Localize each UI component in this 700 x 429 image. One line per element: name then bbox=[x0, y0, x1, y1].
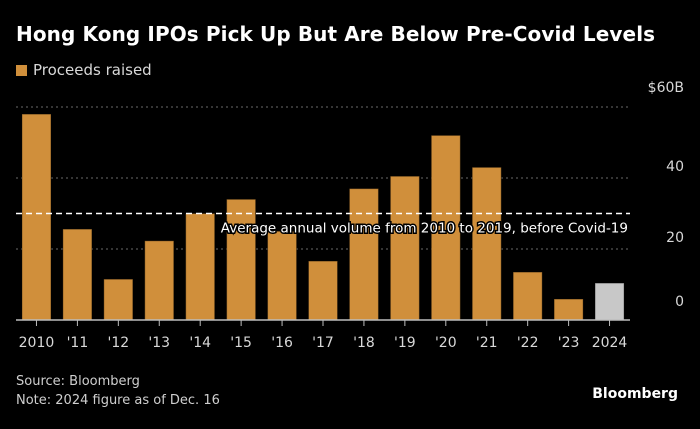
bar bbox=[21, 113, 52, 321]
average-annotation: Average annual volume from 2010 to 2019,… bbox=[221, 221, 628, 237]
bar bbox=[512, 271, 543, 321]
x-tick-label: '13 bbox=[148, 335, 170, 351]
legend-label: Proceeds raised bbox=[33, 61, 152, 79]
source-notes: Source: Bloomberg Note: 2024 figure as o… bbox=[16, 372, 220, 410]
bar bbox=[103, 278, 134, 321]
x-tick-label: '20 bbox=[435, 335, 457, 351]
bar bbox=[594, 282, 625, 321]
bar bbox=[144, 240, 175, 321]
x-tick-label: '17 bbox=[312, 335, 334, 351]
x-tick-label: '22 bbox=[517, 335, 539, 351]
bar bbox=[308, 260, 338, 321]
y-tick-label: 0 bbox=[675, 294, 684, 310]
chart-title: Hong Kong IPOs Pick Up But Are Below Pre… bbox=[16, 22, 656, 46]
x-tick-label: '16 bbox=[271, 335, 293, 351]
x-tick-label: '14 bbox=[189, 335, 211, 351]
bar bbox=[226, 198, 257, 321]
x-tick-label: '15 bbox=[230, 335, 252, 351]
y-tick-label: $60B bbox=[648, 80, 684, 96]
note-text: Note: 2024 figure as of Dec. 16 bbox=[16, 393, 220, 408]
x-tick-label: '12 bbox=[107, 335, 129, 351]
x-tick-label: 2024 bbox=[592, 335, 628, 351]
x-tick-label: '23 bbox=[558, 335, 580, 351]
x-tick-label: '19 bbox=[394, 335, 416, 351]
bar bbox=[389, 175, 420, 321]
x-tick-label: '18 bbox=[353, 335, 375, 351]
bar bbox=[553, 298, 584, 321]
y-tick-label: 20 bbox=[666, 230, 684, 246]
bloomberg-logo: Bloomberg bbox=[592, 386, 678, 402]
x-tick-label: 2010 bbox=[19, 335, 55, 351]
bar bbox=[185, 213, 216, 321]
legend-swatch bbox=[16, 64, 27, 76]
legend: Proceeds raised bbox=[16, 61, 152, 79]
bar bbox=[471, 166, 502, 321]
x-tick-label: '11 bbox=[67, 335, 89, 351]
source-text: Source: Bloomberg bbox=[16, 374, 140, 389]
bar bbox=[267, 230, 298, 321]
bar bbox=[62, 228, 93, 321]
x-tick-label: '21 bbox=[476, 335, 498, 351]
y-tick-label: 40 bbox=[666, 159, 684, 175]
bar bbox=[348, 188, 379, 321]
